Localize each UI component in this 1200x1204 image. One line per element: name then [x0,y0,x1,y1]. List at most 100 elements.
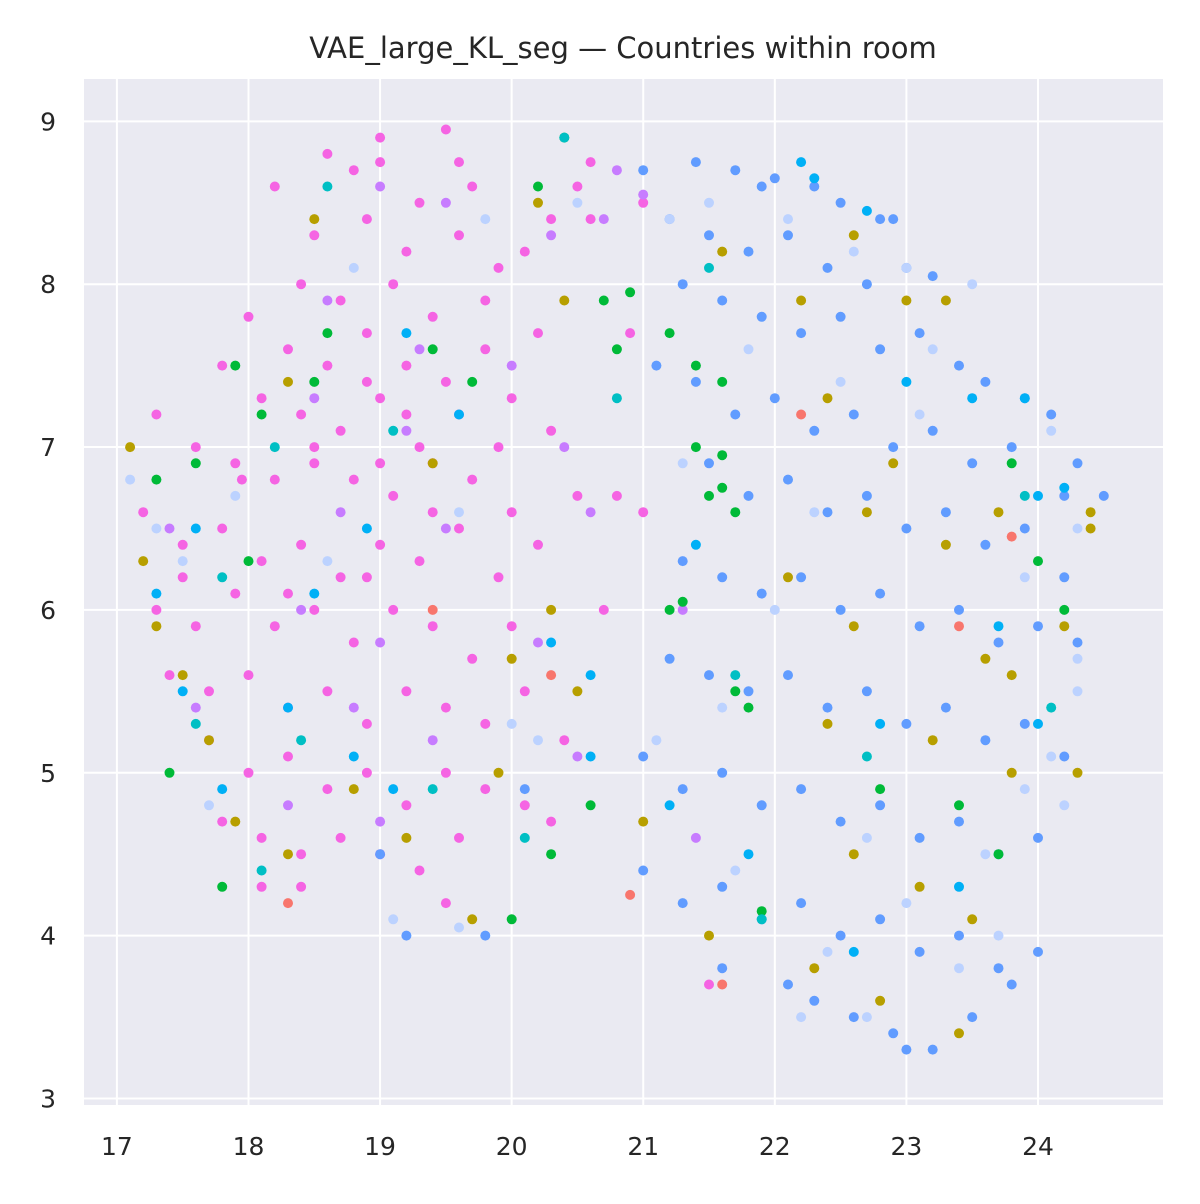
data-point [230,458,241,469]
data-point [901,523,912,534]
data-point [756,588,767,599]
data-point [506,718,517,729]
data-point [848,1012,859,1023]
data-point [822,718,833,729]
data-point [454,230,464,241]
data-point [940,702,951,713]
data-point [427,604,438,615]
data-point [1046,702,1057,713]
data-point [677,604,688,615]
data-point [1019,490,1030,501]
data-point [730,686,741,697]
data-point [638,751,649,762]
data-point [546,849,557,860]
x-tick-label: 21 [627,1132,659,1161]
data-point [204,800,214,811]
data-point [322,148,333,159]
data-point [1072,653,1083,664]
data-point [967,914,978,925]
data-point [901,718,912,729]
data-point [283,898,293,909]
data-point [230,360,241,371]
data-point [585,800,596,811]
data-point [835,816,846,827]
data-point [822,262,833,273]
series-3 [125,197,1096,1039]
data-point [361,328,372,339]
data-point [559,735,570,746]
data-point [875,914,886,925]
data-point [664,604,675,615]
data-point [822,507,833,518]
data-point [559,295,570,306]
data-point [967,458,978,469]
data-point [677,556,688,567]
data-point [598,295,609,306]
data-point [677,458,688,469]
data-point [506,914,517,925]
data-point [914,621,925,632]
data-point [454,507,464,518]
data-point [585,507,596,518]
data-point [243,311,254,322]
data-point [190,718,201,729]
data-point [756,914,767,925]
data-point [717,376,728,387]
data-point [1033,718,1043,729]
data-point [1046,409,1057,420]
data-point [269,181,280,192]
data-point [848,409,859,420]
data-point [454,922,464,933]
data-point [454,832,464,843]
data-point [480,718,491,729]
data-point [361,767,372,778]
data-point [361,523,372,534]
data-point [533,735,543,746]
data-point [335,425,346,436]
data-point [769,173,780,184]
data-point [190,621,201,632]
data-point [1059,621,1070,632]
data-point [243,767,254,778]
data-point [519,246,530,257]
data-point [611,165,622,176]
data-point [546,230,557,241]
data-point [1006,531,1017,542]
data-point [375,539,386,550]
data-point [638,865,649,876]
x-tick-label: 20 [496,1132,528,1161]
data-point [875,344,886,355]
data-point [1059,572,1070,583]
data-point [901,1044,912,1055]
data-point [796,898,807,909]
data-point [414,556,425,567]
data-point [664,800,675,811]
data-point [454,157,464,168]
data-point [914,328,925,339]
data-point [690,360,701,371]
data-point [375,637,386,648]
data-point [1072,767,1083,778]
data-point [322,784,333,795]
data-point [414,442,425,453]
data-point [1059,490,1070,501]
x-tick-label: 24 [1022,1132,1054,1161]
data-point [467,474,478,485]
data-point [388,914,399,925]
data-point [427,507,438,518]
data-point [572,490,583,501]
data-point [401,832,412,843]
data-point [848,230,859,241]
data-point [138,507,149,518]
data-point [638,507,649,518]
data-point [322,295,333,306]
data-point [427,311,438,322]
data-point [1006,979,1017,990]
plot-area [84,79,1163,1105]
data-point [348,784,359,795]
data-point [861,205,872,216]
data-point [1072,686,1083,697]
data-point [690,376,701,387]
data-point [440,523,451,534]
